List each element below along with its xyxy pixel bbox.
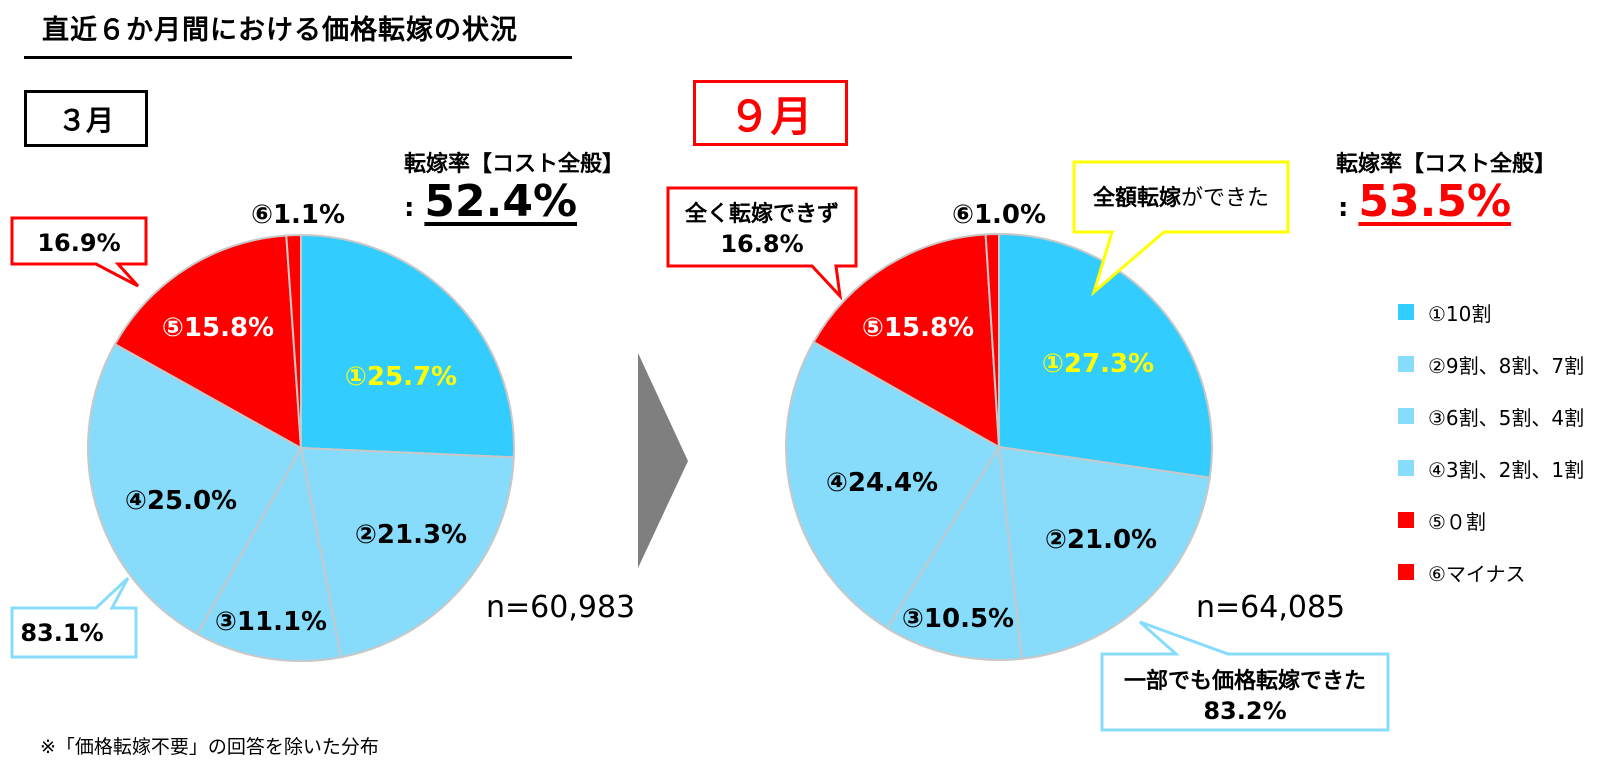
rate-number-september: 53.5% [1358,176,1512,227]
pie-september-slice [998,232,1213,479]
rate-number-march: 52.4% [424,176,578,227]
pie-march-slice [299,446,515,659]
callout-blue-september: 一部でも価格転嫁できた 83.2% [1100,620,1390,732]
pie-march-slice [87,342,303,636]
legend-label: ③6割、5割、4割 [1428,405,1585,430]
legend-swatch [1398,460,1414,476]
chart-legend: ①10割 ②9割、8割、7割 ③6割、5割、4割 ④3割、2割、1割 ⑤０割 ⑥… [1398,286,1584,598]
callout-red-september-line1: 全く転嫁できず [684,201,839,227]
pie-march-slice [285,233,302,449]
callout-blue-march-text: 83.1% [20,619,103,647]
callout-red-september: 全く転嫁できず 16.8% [666,186,858,301]
legend-swatch [1398,356,1414,372]
pie-september-slice [885,443,1023,661]
page-title: 直近６か月間における価格転嫁の状況 [42,15,518,46]
month-label-march: ３月 [24,90,148,147]
legend-label: ⑥マイナス [1428,561,1526,586]
legend-item: ④3割、2割、1割 [1398,442,1584,494]
pie-september-slice [785,340,1001,630]
month-label-september: ９月 [693,80,848,146]
legend-swatch [1398,564,1414,580]
pie-september-slice [997,445,1211,660]
footnote: ※「価格転嫁不要」の回答を除いた分布 [40,736,379,758]
pie-september-data-label: ⑤15.8% [862,313,974,343]
pie-march-slice [195,445,343,662]
callout-yellow-bold: 全額転嫁 [1092,185,1181,211]
pie-march-data-label: ③11.1% [215,607,327,637]
pie-chart-march: ①25.7% ②21.3% ③11.1% ④25.0% ⑤15.8% ⑥1.1% [87,200,515,662]
pie-september-slice [812,233,1001,449]
legend-item: ⑤０割 [1398,494,1584,546]
legend-swatch [1398,304,1414,320]
legend-item: ⑥マイナス [1398,546,1584,598]
pie-september-slice [984,232,1000,448]
arrow-right-icon [638,353,688,568]
callout-blue-march: 83.1% [10,576,138,659]
rate-label-march: 転嫁率【コスト全般】 [404,152,625,177]
pie-september-data-label: ④24.4% [826,468,938,498]
pie-september-data-label: ⑥1.0% [952,200,1046,230]
pie-march-data-label: ②21.3% [355,520,467,550]
pie-september-data-label: ①27.3% [1042,349,1154,379]
callout-red-march: 16.9% [10,216,148,288]
legend-swatch [1398,512,1414,528]
callout-blue-september-line1: 一部でも価格転嫁できた [1124,668,1366,694]
rate-value-march: :52.4% [404,176,578,227]
callout-blue-september-line2: 83.2% [1203,697,1286,725]
callout-red-march-text: 16.9% [37,229,120,257]
legend-label: ④3割、2割、1割 [1428,457,1585,482]
pie-march-slice [113,234,303,450]
pie-chart-september: ①27.3% ②21.0% ③10.5% ④24.4% ⑤15.8% ⑥1.0% [785,200,1213,661]
pie-march-slice [300,233,515,459]
title-underline [24,56,572,59]
pie-march-data-label: ⑤15.8% [162,313,274,343]
callout-yellow-rest: ができた [1181,186,1269,211]
pie-march-data-label: ⑥1.1% [251,200,345,230]
legend-item: ③6割、5割、4割 [1398,390,1584,442]
rate-value-september: :53.5% [1338,176,1512,227]
legend-label: ⑤０割 [1428,509,1486,534]
callout-red-september-line2: 16.8% [720,230,803,258]
callout-yellow-september: 全額転嫁ができた [1072,160,1290,297]
legend-label: ①10割 [1428,301,1492,326]
sample-size-september: n=64,085 [1196,590,1346,625]
callout-yellow-september-text: 全額転嫁ができた [1092,185,1269,211]
legend-item: ①10割 [1398,286,1584,338]
pie-march-data-label: ④25.0% [125,486,237,516]
pie-september-data-label: ②21.0% [1045,525,1157,555]
legend-item: ②9割、8割、7割 [1398,338,1584,390]
rate-label-september: 転嫁率【コスト全般】 [1336,152,1557,177]
sample-size-march: n=60,983 [486,590,636,625]
legend-swatch [1398,408,1414,424]
pie-march-data-label: ①25.7% [345,362,457,392]
pie-september-data-label: ③10.5% [902,604,1014,634]
legend-label: ②9割、8割、7割 [1428,353,1585,378]
